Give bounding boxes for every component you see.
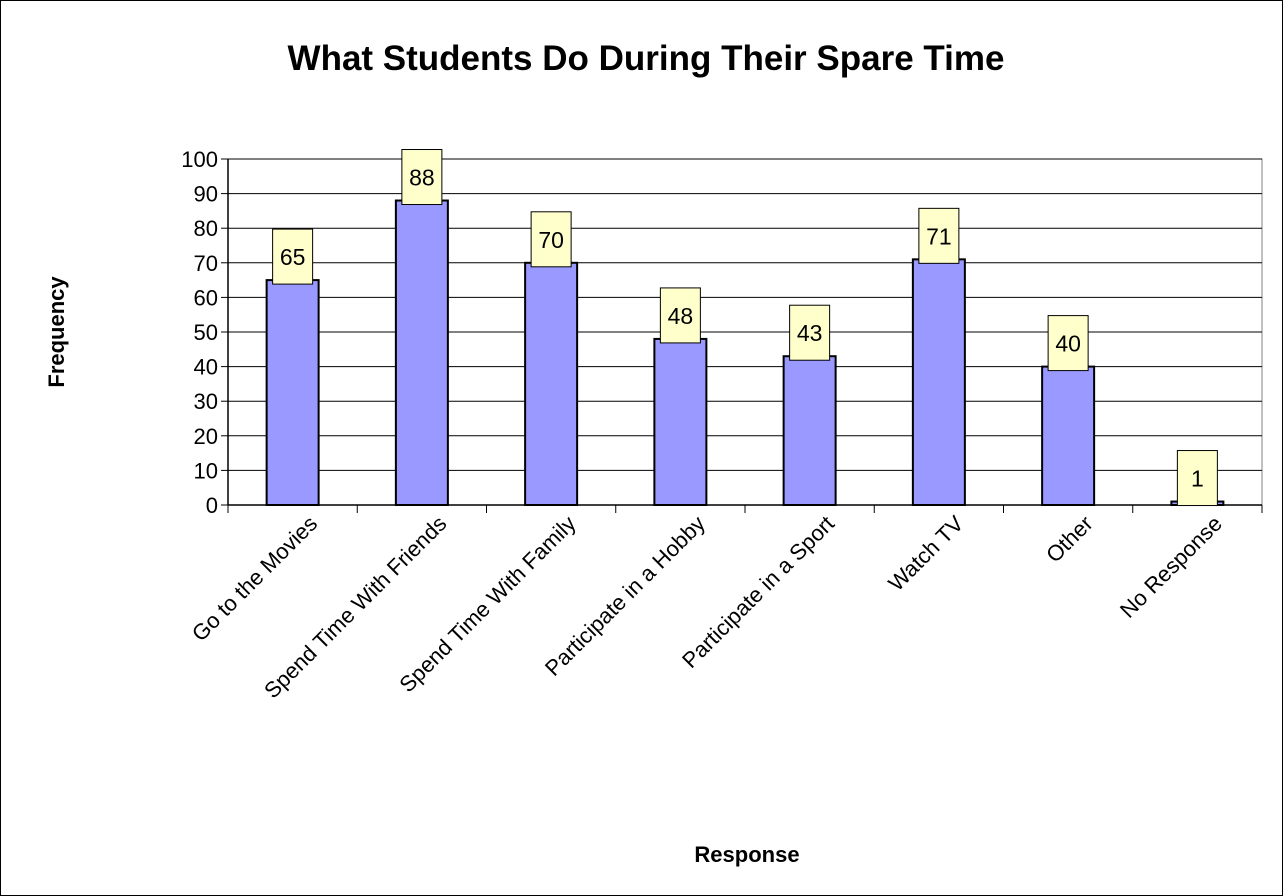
bar [1041, 365, 1096, 506]
y-tick-label: 50 [194, 320, 218, 345]
y-tick-label: 20 [194, 424, 218, 449]
bar [394, 199, 449, 507]
data-label-box [789, 304, 831, 361]
x-category-label: Other [1041, 511, 1098, 568]
data-label: 71 [926, 223, 952, 249]
data-label: 70 [538, 227, 564, 253]
data-label-box [530, 211, 572, 268]
y-tick-label: 90 [194, 182, 218, 207]
plot-area: 0 10 20 30 40 50 60 70 80 90 100 65 Go to the Movies… [181, 147, 1263, 703]
data-label-box [1176, 450, 1218, 507]
bar [265, 279, 320, 506]
y-tick-label: 10 [194, 458, 218, 483]
chart-title: What Students Do During Their Spare Time [288, 39, 1005, 78]
data-label: 1 [1191, 466, 1204, 492]
data-label: 88 [409, 165, 435, 191]
x-category-label: No Response [1115, 511, 1227, 623]
x-category-label: Go to the Movies [187, 511, 322, 646]
data-label: 65 [280, 244, 306, 270]
data-label-box [272, 228, 314, 285]
data-label: 40 [1055, 331, 1081, 357]
y-tick-label: 30 [194, 389, 218, 414]
y-tick-label: 70 [194, 251, 218, 276]
data-label: 48 [668, 303, 694, 329]
bar [653, 337, 708, 507]
y-tick-label: 40 [194, 355, 218, 380]
x-axis-title: Response [694, 842, 799, 867]
x-category-label: Watch TV [883, 511, 968, 596]
y-tick-label: 0 [206, 493, 218, 518]
bar [524, 261, 579, 506]
y-tick-label: 100 [181, 147, 218, 172]
y-tick-label: 60 [194, 285, 218, 310]
data-label-box [918, 207, 960, 264]
bar [782, 355, 837, 506]
y-axis-title: Frequency [44, 276, 69, 388]
data-label: 43 [797, 320, 823, 346]
y-tick-label: 80 [194, 216, 218, 241]
bar [911, 258, 966, 506]
data-label-box [1047, 315, 1089, 372]
data-label-box [401, 149, 443, 206]
data-label-box [659, 287, 701, 344]
